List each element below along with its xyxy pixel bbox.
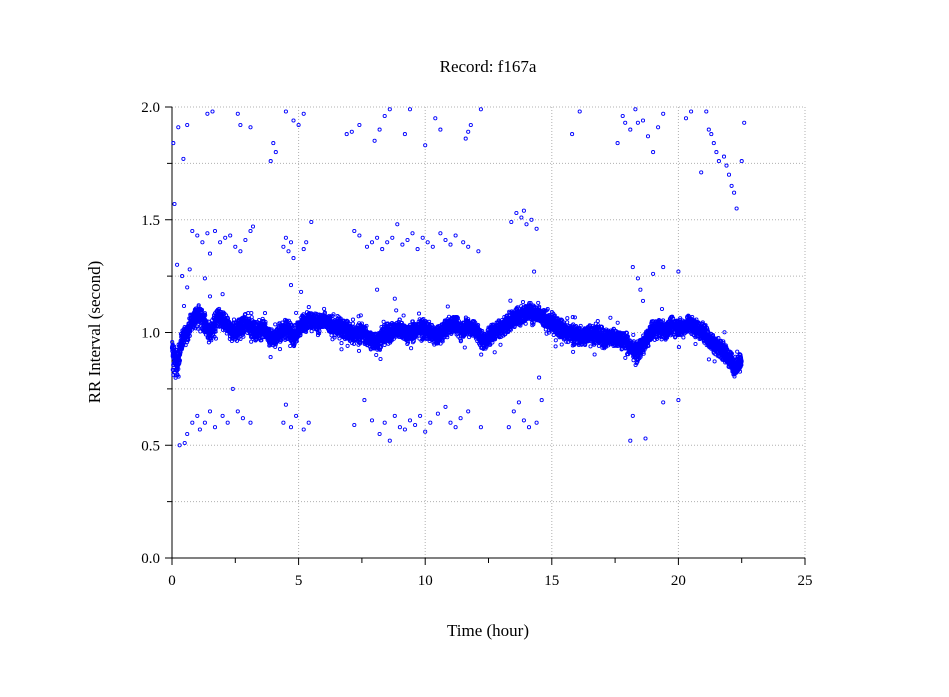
data-point — [536, 300, 541, 305]
data-point — [283, 336, 288, 341]
data-point — [241, 334, 246, 339]
data-point — [213, 336, 218, 341]
data-point — [339, 341, 344, 346]
data-point — [559, 342, 564, 347]
data-point — [273, 342, 278, 347]
data-point — [394, 308, 399, 313]
data-point — [309, 329, 314, 334]
data-point — [213, 329, 218, 334]
data-point — [381, 319, 386, 324]
data-point — [356, 348, 362, 353]
data-point — [181, 342, 186, 347]
data-point — [565, 316, 570, 321]
data-point — [195, 324, 200, 329]
data-point — [445, 304, 450, 309]
data-point — [172, 344, 177, 349]
data-point — [345, 343, 350, 348]
data-point — [203, 313, 208, 318]
data-point — [209, 338, 214, 343]
data-point — [273, 344, 278, 349]
data-point — [571, 349, 576, 354]
data-point — [234, 338, 240, 343]
data-point — [263, 319, 268, 325]
data-point — [178, 352, 183, 357]
data-point — [269, 327, 274, 332]
data-point — [196, 303, 201, 308]
data-point — [350, 321, 355, 326]
data-point — [294, 310, 299, 315]
data-point — [553, 344, 558, 349]
data-point — [565, 320, 570, 325]
data-point — [409, 346, 414, 351]
data-point — [170, 340, 175, 345]
data-point — [553, 338, 558, 343]
data-point — [199, 307, 205, 312]
data-point — [374, 352, 379, 358]
data-point — [416, 311, 422, 316]
data-point — [206, 319, 211, 324]
data-point — [249, 310, 254, 316]
data-point — [520, 300, 526, 305]
data-point — [195, 326, 200, 331]
data-point — [277, 347, 283, 352]
data-points — [169, 107, 747, 448]
data-point — [288, 343, 293, 349]
data-point — [401, 313, 406, 318]
data-point — [279, 338, 284, 343]
data-point — [238, 336, 243, 342]
data-point — [231, 317, 237, 322]
data-point — [262, 311, 268, 316]
data-point — [322, 306, 327, 311]
data-point — [572, 315, 577, 320]
data-point — [306, 305, 311, 310]
data-point — [187, 333, 192, 338]
data-point — [508, 298, 513, 303]
data-point — [186, 337, 191, 342]
data-point — [350, 317, 356, 322]
axes — [165, 106, 806, 565]
data-point — [492, 350, 497, 355]
data-point — [462, 345, 467, 350]
data-point — [191, 325, 196, 330]
data-point — [378, 356, 383, 362]
data-point — [181, 303, 187, 309]
data-point — [202, 311, 207, 316]
data-point — [273, 322, 278, 327]
data-point — [339, 347, 344, 352]
data-point — [268, 355, 273, 360]
data-point — [206, 340, 211, 345]
data-point — [498, 342, 503, 347]
data-point — [479, 352, 484, 357]
